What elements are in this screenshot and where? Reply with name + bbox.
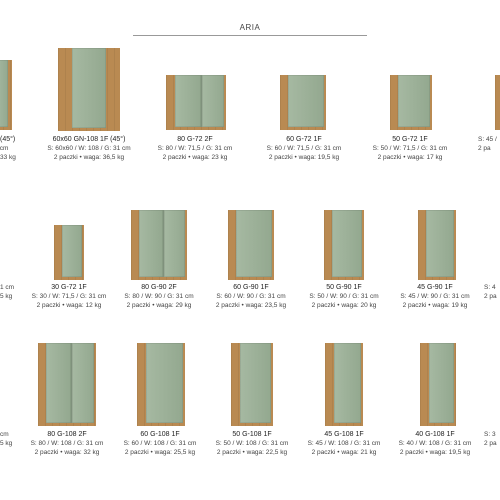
product-weight: 2 paczki • waga: 21 kg bbox=[311, 449, 377, 456]
product-name: (45°) bbox=[0, 136, 16, 143]
product-weight: 2 paczki • waga: 36,5 kg bbox=[53, 154, 125, 161]
product-name: 50 G-90 1F bbox=[326, 284, 362, 291]
product-dimensions: S: 80 / W: 90 / G: 31 cm bbox=[124, 293, 194, 300]
cabinet-image bbox=[131, 210, 187, 280]
cabinet-image bbox=[324, 210, 364, 280]
product-name: 60 G-90 1F bbox=[233, 284, 269, 291]
product-weight: 2 paczki • waga: 25,5 kg bbox=[124, 449, 196, 456]
product-card: (45°) G: 31 cm 33 kg bbox=[0, 135, 40, 162]
product-weight: 2 pa bbox=[484, 293, 497, 300]
product-dimensions: S: 30 / W: 71,5 / G: 31 cm bbox=[31, 293, 107, 300]
product-name: 40 G-108 1F bbox=[415, 431, 455, 438]
product-dimensions: S: 4 bbox=[484, 284, 496, 291]
product-dimensions: cm bbox=[0, 431, 9, 438]
product-name: 50 G-108 1F bbox=[232, 431, 272, 438]
product-weight: 2 paczki • waga: 32 kg bbox=[34, 449, 100, 456]
catalog-title: ARIA bbox=[239, 23, 261, 32]
cabinet-image bbox=[325, 343, 363, 426]
product-dimensions: S: 40 / W: 108 / G: 31 cm bbox=[398, 440, 472, 447]
product-card: 1 cm 5 kg bbox=[0, 283, 30, 301]
cabinet-image bbox=[0, 60, 12, 130]
cabinet-image bbox=[495, 75, 500, 130]
product-dimensions: S: 3 bbox=[484, 431, 496, 438]
product-card: S: 4 2 pa bbox=[484, 283, 500, 301]
product-weight: 2 pa bbox=[484, 440, 497, 447]
product-weight: 5 kg bbox=[0, 440, 13, 447]
product-dimensions: S: 60x60 / W: 108 / G: 31 cm bbox=[47, 145, 131, 152]
product-card: 60 G-90 1F S: 60 / W: 90 / G: 31 cm 2 pa… bbox=[196, 283, 306, 310]
product-dimensions: S: 45 / W: 90 / G: 31 cm bbox=[400, 293, 470, 300]
product-card: 60 G-72 1F S: 60 / W: 71,5 / G: 31 cm 2 … bbox=[249, 135, 359, 162]
product-dimensions: S: 45 / W: 108 / G: 31 cm bbox=[307, 440, 381, 447]
product-dimensions: S: 50 / W: 90 / G: 31 cm bbox=[309, 293, 379, 300]
product-weight: 2 paczki • waga: 29 kg bbox=[126, 302, 192, 309]
product-name: 80 G-72 2F bbox=[177, 136, 213, 143]
product-dimensions: S: 60 / W: 90 / G: 31 cm bbox=[216, 293, 286, 300]
product-card: S: 3 2 pa bbox=[484, 430, 500, 448]
product-weight: 2 paczki • waga: 12 kg bbox=[36, 302, 102, 309]
product-weight: 2 paczki • waga: 23 kg bbox=[162, 154, 228, 161]
product-card: 30 G-72 1F S: 30 / W: 71,5 / G: 31 cm 2 … bbox=[14, 283, 124, 310]
title-rule bbox=[133, 35, 367, 36]
product-card: 40 G-108 1F S: 40 / W: 108 / G: 31 cm 2 … bbox=[380, 430, 490, 457]
product-card: 60x60 GN-108 1F (45°) S: 60x60 / W: 108 … bbox=[34, 135, 144, 162]
cabinet-image bbox=[231, 343, 273, 426]
product-weight: 2 paczki • waga: 23,5 kg bbox=[215, 302, 287, 309]
product-name: 45 G-108 1F bbox=[324, 431, 364, 438]
cabinet-image bbox=[280, 75, 326, 130]
product-weight: 2 paczki • waga: 19,5 kg bbox=[399, 449, 471, 456]
product-dimensions: S: 80 / W: 71,5 / G: 31 cm bbox=[157, 145, 233, 152]
product-name: 60 G-108 1F bbox=[140, 431, 180, 438]
product-dimensions: S: 50 / W: 108 / G: 31 cm bbox=[215, 440, 289, 447]
product-dimensions: S: 50 / W: 71,5 / G: 31 cm bbox=[372, 145, 448, 152]
product-name: 60 G-72 1F bbox=[286, 136, 322, 143]
product-card: 45 G-90 1F S: 45 / W: 90 / G: 31 cm 2 pa… bbox=[380, 283, 490, 310]
product-card: 80 G-90 2F S: 80 / W: 90 / G: 31 cm 2 pa… bbox=[104, 283, 214, 310]
product-name: 30 G-72 1F bbox=[51, 284, 87, 291]
cabinet-image bbox=[420, 343, 456, 426]
product-weight: 2 paczki • waga: 19,5 kg bbox=[268, 154, 340, 161]
product-dimensions: S: 80 / W: 108 / G: 31 cm bbox=[30, 440, 104, 447]
product-dimensions: S: 45 / bbox=[478, 136, 497, 143]
cabinet-image bbox=[137, 343, 185, 426]
product-dimensions: 1 cm bbox=[0, 284, 15, 291]
product-weight: 5 kg bbox=[0, 293, 13, 300]
product-card: 50 G-90 1F S: 50 / W: 90 / G: 31 cm 2 pa… bbox=[289, 283, 399, 310]
product-card: S: 45 / 2 pa bbox=[478, 135, 500, 153]
product-weight: 2 paczki • waga: 17 kg bbox=[377, 154, 443, 161]
product-dimensions: S: 60 / W: 71,5 / G: 31 cm bbox=[266, 145, 342, 152]
cabinet-image bbox=[54, 225, 84, 280]
product-name: 80 G-90 2F bbox=[141, 284, 177, 291]
product-card: 50 G-72 1F S: 50 / W: 71,5 / G: 31 cm 2 … bbox=[355, 135, 465, 162]
product-weight: 2 paczki • waga: 19 kg bbox=[402, 302, 468, 309]
product-card: 60 G-108 1F S: 60 / W: 108 / G: 31 cm 2 … bbox=[105, 430, 215, 457]
cabinet-image bbox=[58, 48, 120, 131]
cabinet-image bbox=[418, 210, 456, 280]
product-weight: 33 kg bbox=[0, 154, 16, 161]
product-name: 45 G-90 1F bbox=[417, 284, 453, 291]
product-card: cm 5 kg bbox=[0, 430, 30, 448]
product-dimensions: G: 31 cm bbox=[0, 145, 9, 152]
product-weight: 2 paczki • waga: 20 kg bbox=[311, 302, 377, 309]
product-name: 60x60 GN-108 1F (45°) bbox=[52, 136, 126, 143]
product-weight: 2 paczki • waga: 22,5 kg bbox=[216, 449, 288, 456]
product-dimensions: S: 60 / W: 108 / G: 31 cm bbox=[123, 440, 197, 447]
product-card: 80 G-108 2F S: 80 / W: 108 / G: 31 cm 2 … bbox=[12, 430, 122, 457]
cabinet-image bbox=[228, 210, 274, 280]
cabinet-image bbox=[166, 75, 226, 130]
product-card: 50 G-108 1F S: 50 / W: 108 / G: 31 cm 2 … bbox=[197, 430, 307, 457]
product-name: 80 G-108 2F bbox=[47, 431, 87, 438]
cabinet-image bbox=[38, 343, 96, 426]
product-card: 80 G-72 2F S: 80 / W: 71,5 / G: 31 cm 2 … bbox=[140, 135, 250, 162]
product-name: 50 G-72 1F bbox=[392, 136, 428, 143]
cabinet-image bbox=[390, 75, 432, 130]
product-card: 45 G-108 1F S: 45 / W: 108 / G: 31 cm 2 … bbox=[289, 430, 399, 457]
product-weight: 2 pa bbox=[478, 145, 491, 152]
